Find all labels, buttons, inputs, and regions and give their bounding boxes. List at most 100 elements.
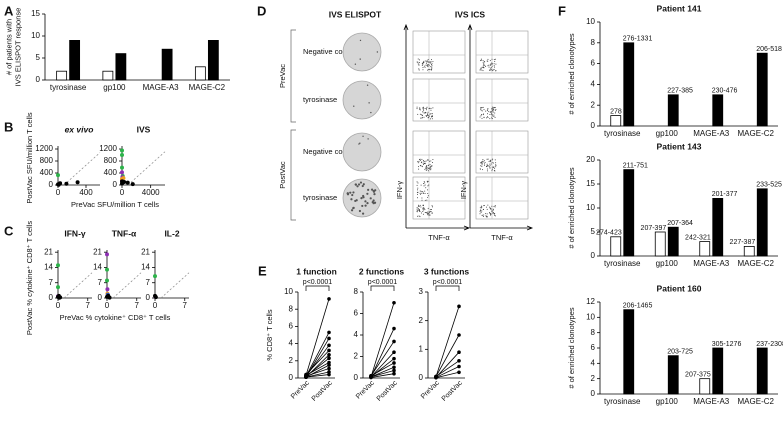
point [392, 326, 396, 331]
event [425, 111, 427, 113]
event [487, 109, 489, 111]
event [488, 161, 490, 163]
y-tick-label: 0 [591, 251, 596, 260]
plot-title: IFN-γ [64, 228, 86, 238]
event [417, 215, 419, 217]
event [492, 107, 494, 109]
event [489, 111, 491, 113]
spot [354, 63, 357, 65]
event [422, 66, 424, 68]
event [491, 210, 493, 212]
event [482, 158, 484, 160]
x-tick-label: 0 [153, 301, 158, 310]
spot [373, 201, 377, 204]
plot-title: 1 function [296, 266, 337, 276]
bar [102, 70, 114, 81]
spot [349, 191, 352, 194]
event [485, 206, 487, 208]
event [430, 69, 432, 71]
pair-line [305, 350, 330, 375]
event [484, 161, 486, 163]
x-tick-label: PostVac [376, 379, 399, 402]
x-tick-label: tyrosinase [50, 83, 87, 92]
spot [372, 199, 375, 202]
x-tick-label: gp100 [103, 83, 126, 92]
event [422, 192, 424, 194]
event [480, 161, 482, 163]
event [481, 66, 483, 68]
event [430, 61, 432, 63]
x-tick-label: MAGE-C2 [738, 129, 775, 138]
x-tick-label: MAGE-A3 [693, 129, 730, 138]
point [327, 343, 331, 348]
event [489, 163, 491, 165]
event [429, 113, 431, 115]
event [480, 205, 482, 207]
event [424, 182, 426, 184]
event [420, 162, 422, 164]
point [457, 304, 461, 309]
event [489, 69, 491, 71]
spot [350, 198, 353, 201]
event [417, 166, 419, 168]
event [491, 118, 493, 120]
event [431, 161, 433, 163]
row-label: tyrosinase [303, 193, 337, 202]
point [304, 375, 308, 379]
y-tick-label: 10 [586, 203, 595, 212]
event [490, 67, 492, 69]
point [56, 182, 61, 187]
y-tick-label: 0 [98, 293, 103, 302]
x-tick-label: 7 [135, 301, 140, 310]
event [427, 69, 429, 71]
point [105, 287, 110, 292]
event [431, 205, 433, 207]
spot [358, 209, 362, 213]
event [425, 167, 427, 169]
y-tick-label: 6 [354, 309, 359, 318]
event [429, 107, 431, 109]
event [421, 64, 423, 66]
event [495, 162, 497, 164]
event [419, 193, 421, 195]
event [482, 169, 484, 171]
pair-line [435, 334, 460, 377]
spot [364, 200, 367, 203]
point [130, 182, 135, 187]
event [426, 168, 428, 170]
point [56, 285, 60, 290]
y-tick-label: 14 [141, 263, 150, 272]
bar-note: 237-2308 [756, 341, 783, 348]
event [491, 162, 493, 164]
event [486, 60, 488, 62]
event [480, 162, 482, 164]
event [492, 111, 494, 113]
event [481, 210, 483, 212]
event [486, 165, 488, 167]
event [494, 206, 496, 208]
event [416, 193, 418, 195]
event [416, 207, 418, 209]
event [494, 107, 496, 109]
event [490, 111, 492, 113]
event [482, 62, 484, 64]
point [120, 153, 124, 157]
column-title: IVS ICS [455, 9, 486, 19]
event [429, 168, 431, 170]
point [327, 366, 331, 371]
event [430, 210, 432, 212]
y-tick-label: 800 [104, 156, 118, 165]
event [420, 206, 422, 208]
plot-title: Patient 143 [657, 141, 702, 151]
event [416, 208, 418, 210]
event [417, 113, 419, 115]
event [481, 206, 483, 208]
event [418, 209, 420, 211]
event [493, 206, 495, 208]
axis-label: # of enriched clonotypes [567, 167, 576, 249]
point [327, 363, 331, 367]
event [485, 215, 487, 217]
event [488, 64, 490, 66]
y-tick-label: 400 [104, 168, 118, 177]
event [432, 206, 434, 208]
